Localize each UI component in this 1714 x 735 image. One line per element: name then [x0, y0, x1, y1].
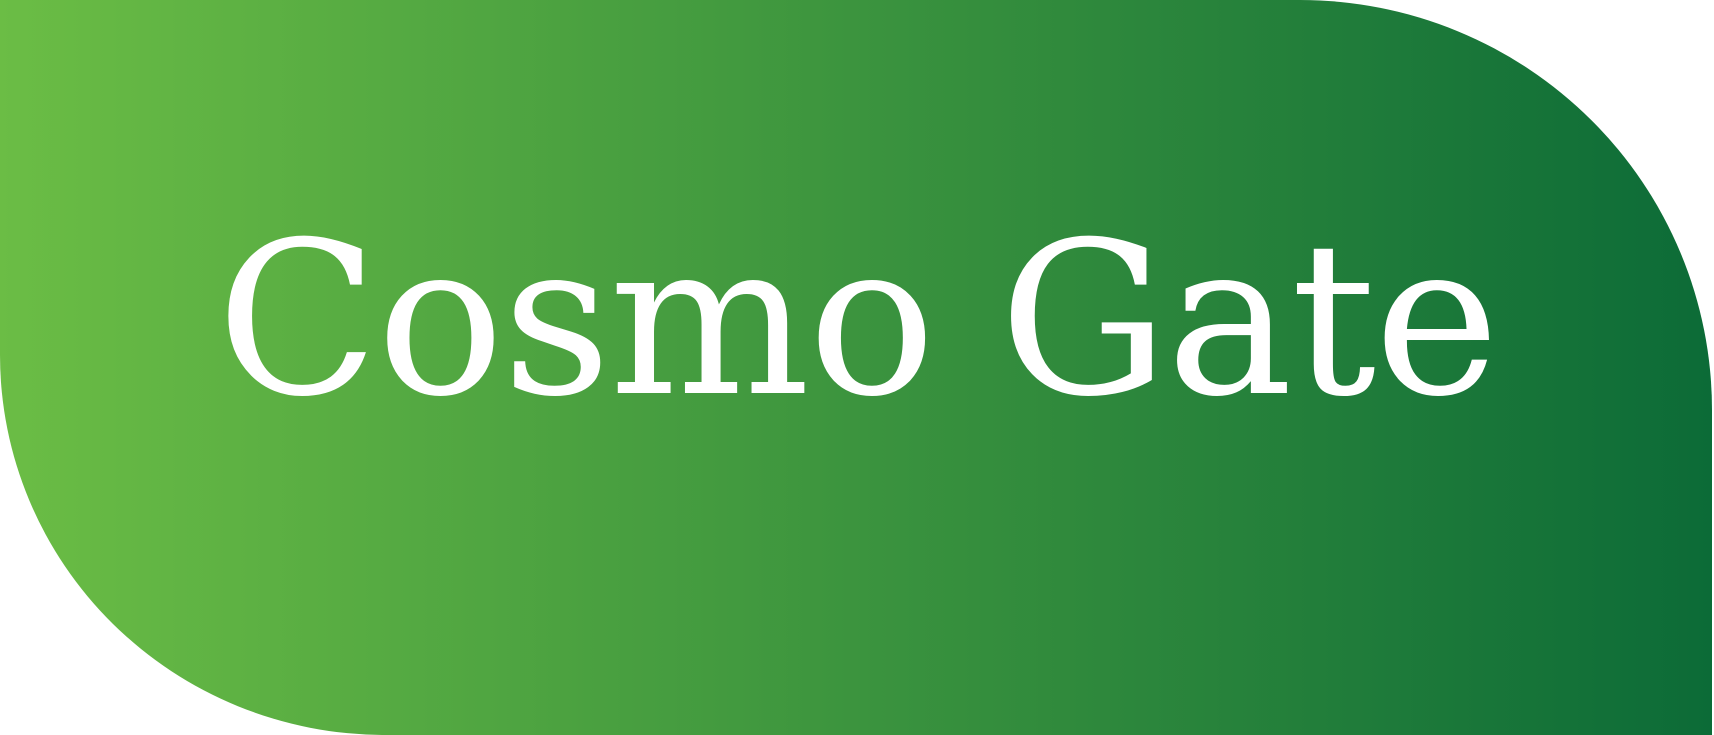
logo-background-shape — [0, 0, 1712, 735]
logo-banner: Cosmo Gate — [0, 0, 1712, 735]
logo-wordmark: Cosmo Gate — [216, 196, 1499, 443]
